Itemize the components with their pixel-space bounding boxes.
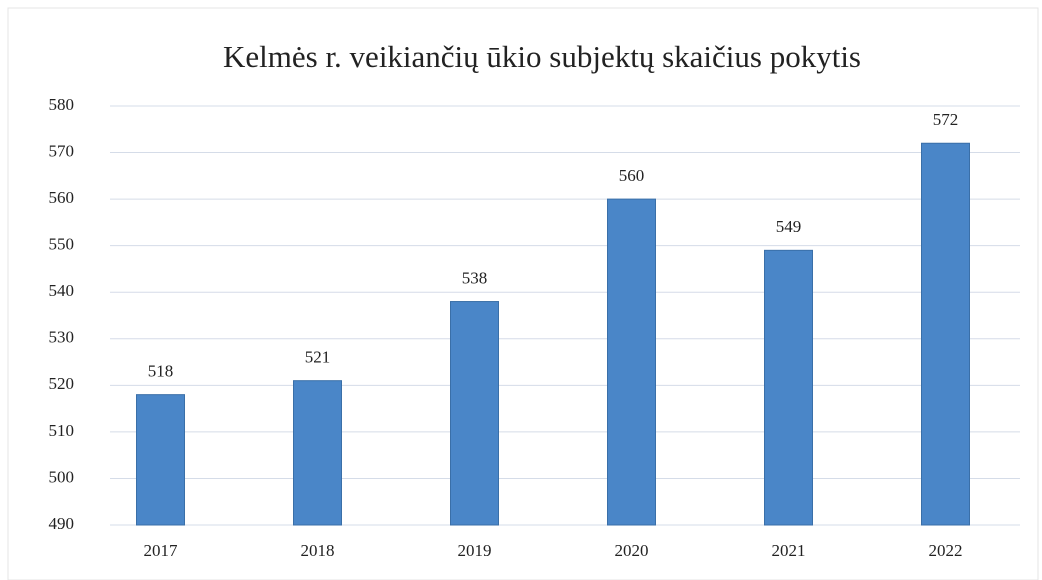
y-tick-label: 500 [49, 467, 75, 486]
y-tick-label: 570 [49, 141, 75, 160]
y-tick-label: 520 [49, 374, 75, 393]
x-tick-label: 2017 [144, 541, 179, 560]
bar [136, 394, 185, 526]
bar [764, 249, 813, 526]
y-tick-label: 540 [49, 281, 75, 300]
data-label: 538 [462, 268, 488, 287]
y-tick-label: 490 [49, 514, 75, 533]
data-label: 560 [619, 166, 645, 185]
y-tick-label: 550 [49, 235, 75, 254]
data-label: 521 [305, 348, 331, 367]
y-tick-label: 580 [49, 95, 75, 114]
y-tick-label: 530 [49, 328, 75, 347]
y-tick-label: 510 [49, 421, 75, 440]
y-tick-label: 560 [49, 188, 75, 207]
bar [450, 301, 499, 526]
chart-title: Kelmės r. veikiančių ūkio subjektų skaič… [223, 39, 861, 74]
x-tick-label: 2020 [615, 541, 649, 560]
bar [921, 142, 970, 526]
x-tick-label: 2021 [772, 541, 806, 560]
data-label: 518 [148, 362, 174, 381]
bar [607, 198, 656, 526]
data-label: 549 [776, 217, 802, 236]
x-tick-label: 2019 [458, 541, 492, 560]
x-tick-label: 2022 [929, 541, 963, 560]
data-label: 572 [933, 110, 959, 129]
bar [293, 380, 342, 526]
x-tick-label: 2018 [301, 541, 335, 560]
